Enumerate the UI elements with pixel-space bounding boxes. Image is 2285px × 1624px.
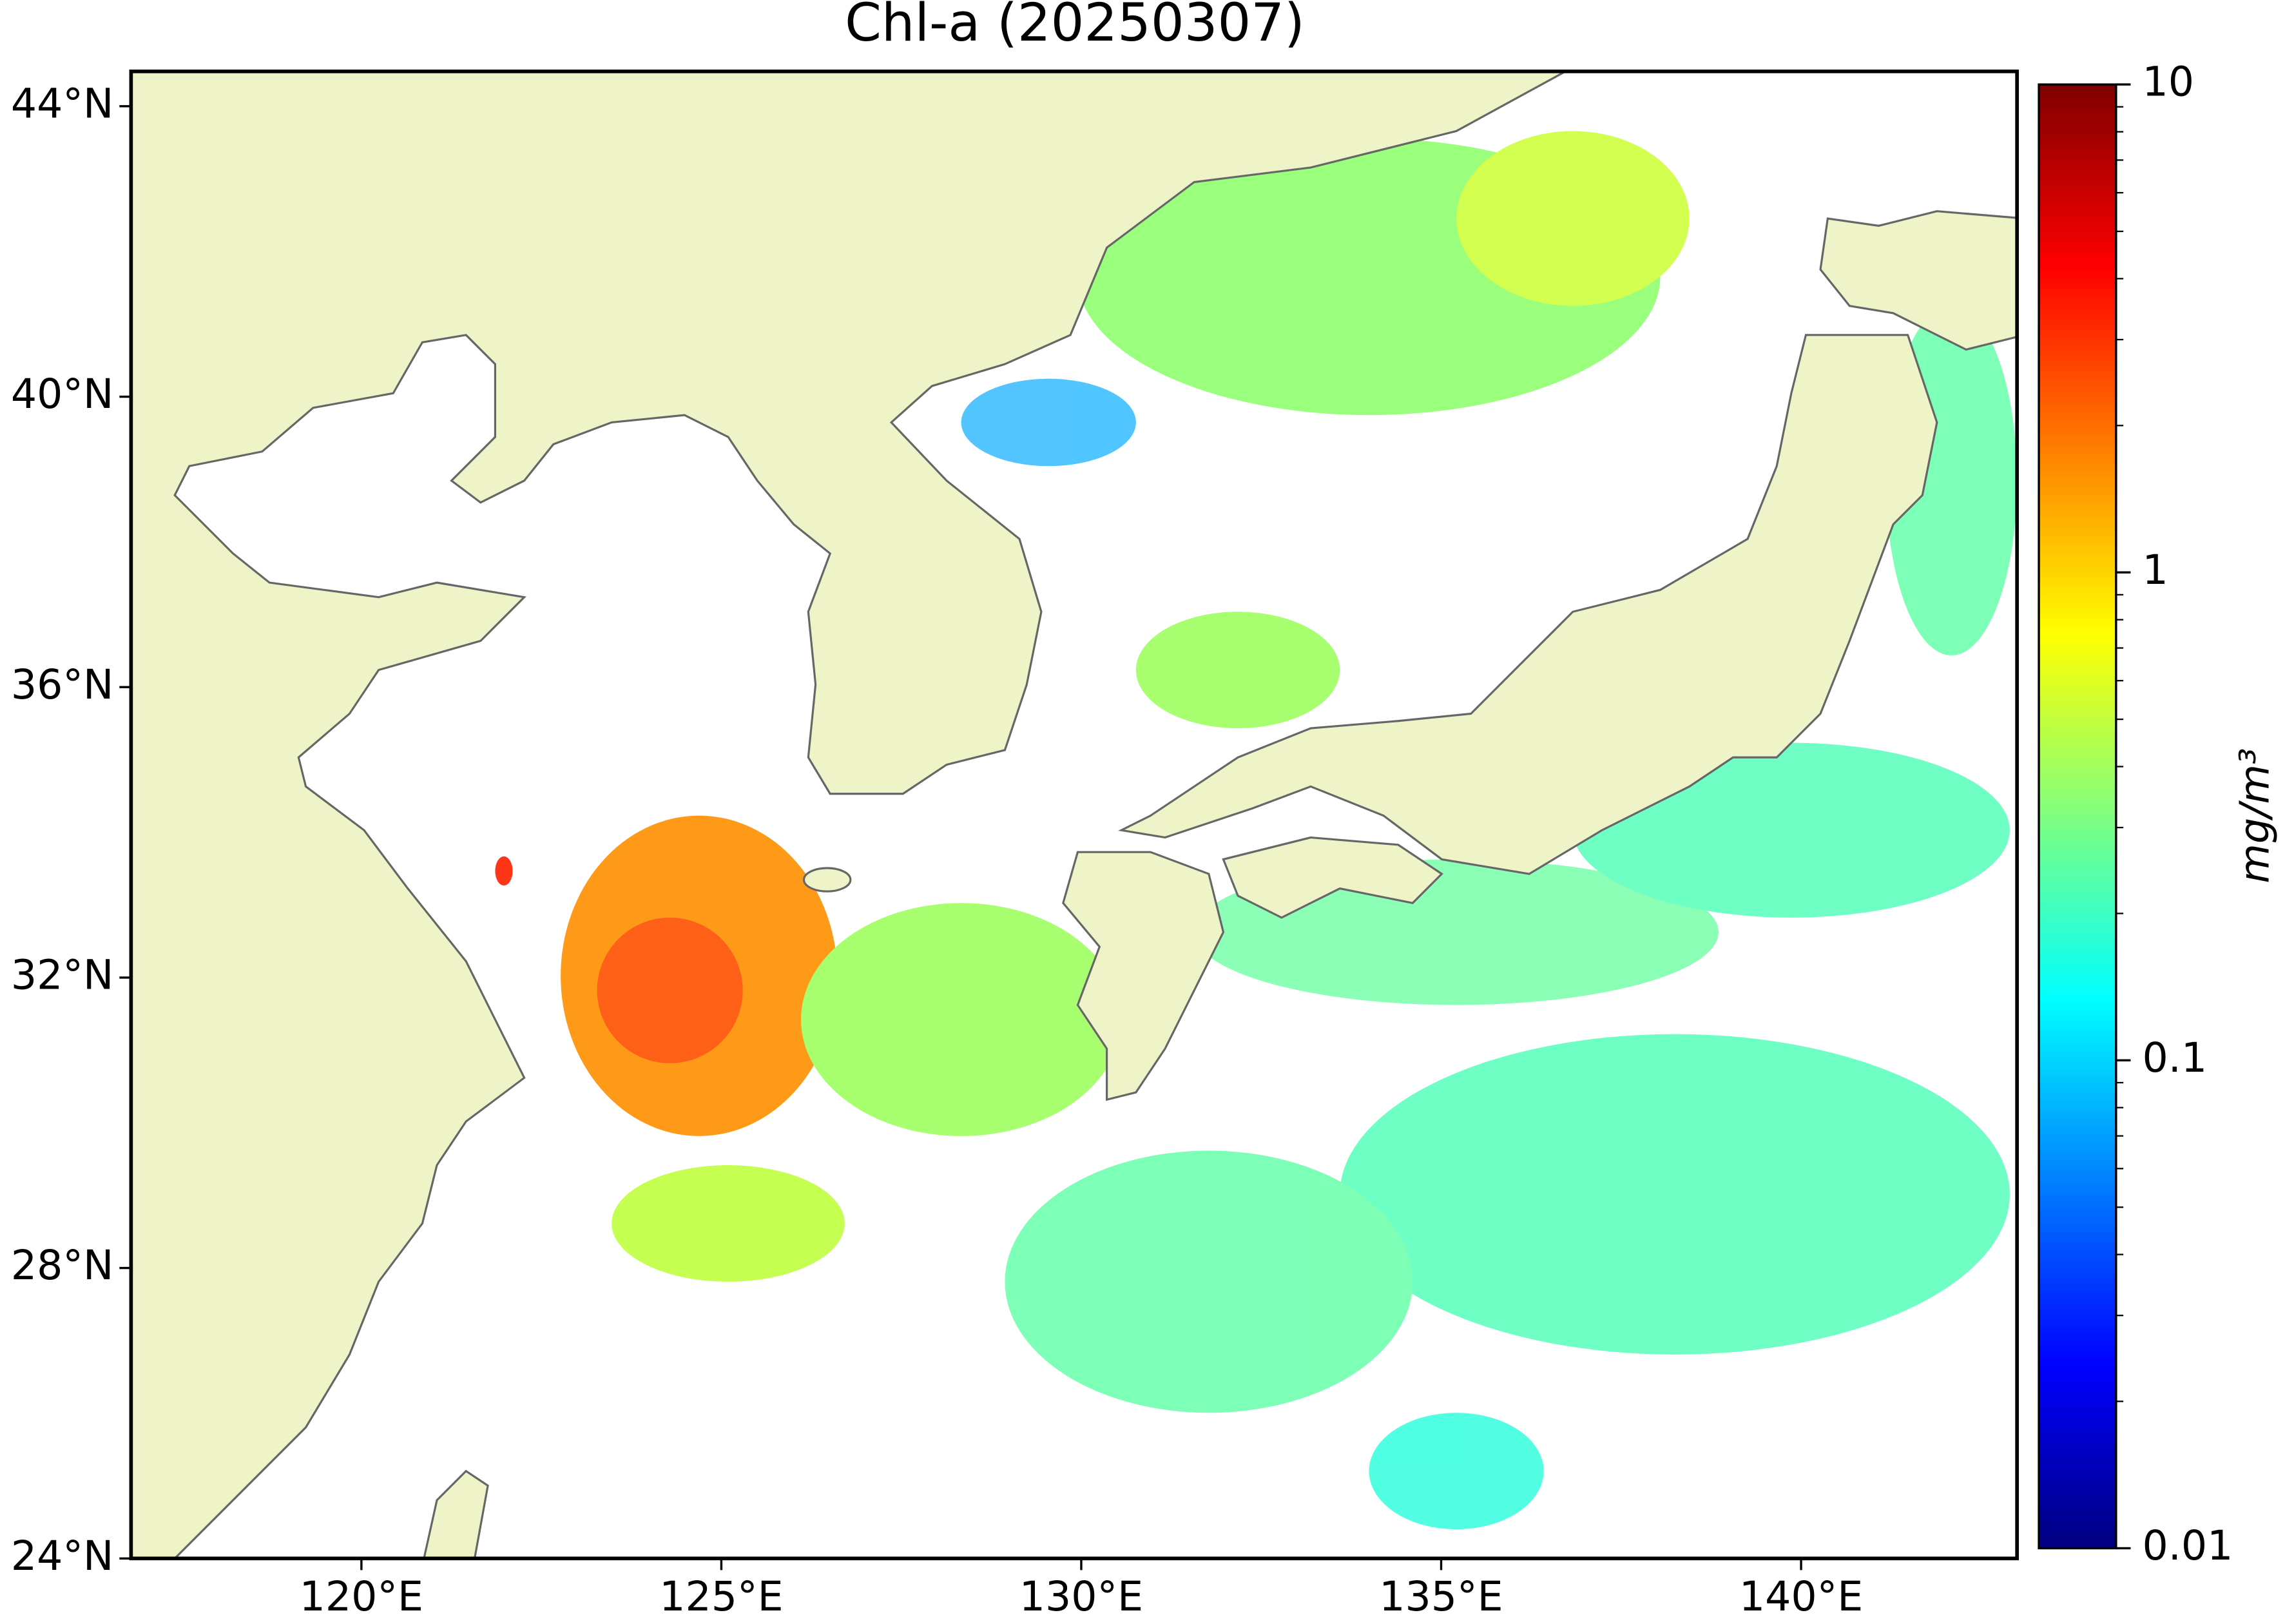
chl-patch <box>597 917 743 1063</box>
colorbar-tick-label: 0.01 <box>2143 1522 2233 1569</box>
chl-patch <box>1005 1150 1413 1413</box>
taiwan <box>423 1469 489 1559</box>
colorbar <box>2038 83 2117 1550</box>
x-tick-label: 120°E <box>300 1572 423 1620</box>
map-title: Chl-a (20250307) <box>845 0 1305 53</box>
colorbar-tick-label: 0.1 <box>2143 1034 2208 1081</box>
chl-patch <box>801 903 1122 1136</box>
y-tick-label: 28°N <box>11 1241 113 1289</box>
shikoku <box>1222 836 1443 919</box>
chl-patch <box>1340 1034 2010 1355</box>
chl-patch <box>1369 1413 1544 1530</box>
y-tick-label: 32°N <box>11 951 113 998</box>
chlorophyll-field <box>495 131 2018 1530</box>
map-frame <box>129 69 2019 1561</box>
honshu <box>1118 334 1938 875</box>
land <box>131 71 2018 1559</box>
y-tick-label: 24°N <box>11 1532 113 1580</box>
chl-patch <box>612 1165 845 1282</box>
map-area <box>131 71 2018 1559</box>
chl-patch <box>961 378 1136 467</box>
x-tick-label: 125°E <box>659 1572 783 1620</box>
mainland <box>131 71 1567 1559</box>
jeju <box>802 867 852 893</box>
colorbar-tick-label: 1 <box>2143 546 2168 594</box>
x-tick-label: 130°E <box>1019 1572 1143 1620</box>
x-tick-label: 140°E <box>1739 1572 1863 1620</box>
chl-patch <box>1135 612 1340 729</box>
colorbar-tick-label: 10 <box>2143 58 2195 106</box>
kyushu <box>1062 851 1225 1101</box>
y-tick-label: 44°N <box>11 79 113 127</box>
chl-patch <box>1456 131 1690 306</box>
hokkaido <box>1819 210 2018 351</box>
y-tick-label: 36°N <box>11 661 113 708</box>
chl-patch <box>495 856 513 886</box>
y-tick-label: 40°N <box>11 370 113 418</box>
colorbar-label: mg/m³ <box>2231 748 2279 884</box>
x-tick-label: 135°E <box>1379 1572 1503 1620</box>
